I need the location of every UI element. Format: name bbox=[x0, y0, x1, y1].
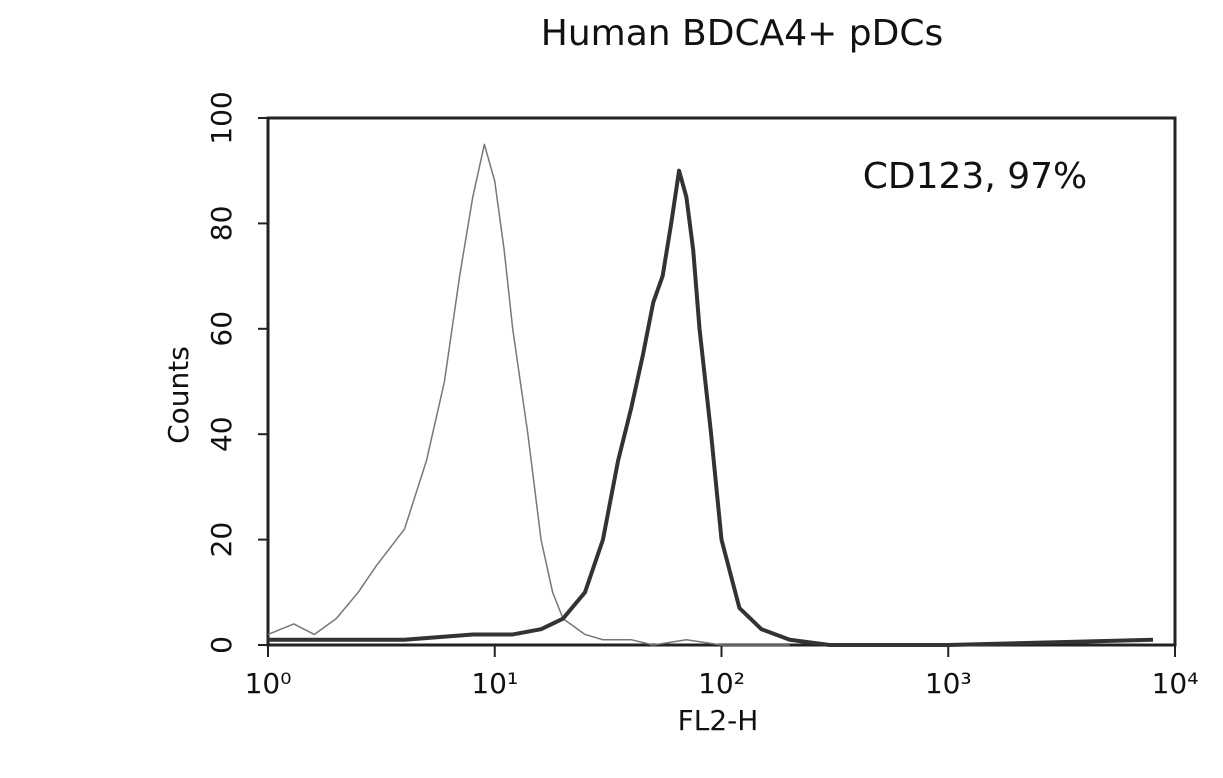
histogram-line bbox=[267, 143, 790, 646]
x-tick-label: 10¹ bbox=[471, 667, 518, 700]
y-tick-label: 0 bbox=[205, 636, 238, 654]
y-tick-label: 80 bbox=[205, 206, 238, 242]
plot-frame bbox=[266, 116, 1177, 647]
y-tick-label: 100 bbox=[205, 91, 238, 144]
y-axis-label: Counts bbox=[162, 346, 195, 444]
y-tick-label: 60 bbox=[205, 311, 238, 347]
x-tick-label: 10² bbox=[698, 667, 745, 700]
x-tick-label: 10⁴ bbox=[1152, 667, 1199, 700]
x-tick-label: 10⁰ bbox=[245, 667, 292, 700]
histogram-line bbox=[268, 168, 1154, 647]
x-axis-label: FL2-H bbox=[678, 704, 759, 737]
x-tick-label: 10³ bbox=[925, 667, 972, 700]
chart-title: Human BDCA4+ pDCs bbox=[541, 13, 943, 54]
y-tick-label: 20 bbox=[205, 522, 238, 558]
y-tick-label: 40 bbox=[205, 416, 238, 452]
annotation: CD123, 97% bbox=[863, 156, 1087, 197]
